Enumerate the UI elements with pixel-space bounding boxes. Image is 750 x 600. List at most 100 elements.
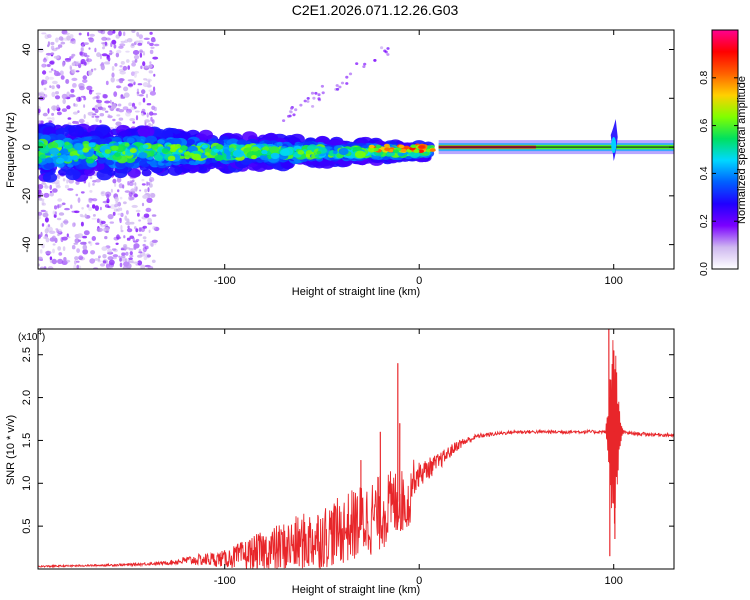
noise-speckle	[52, 80, 58, 85]
noise-speckle	[101, 246, 108, 251]
noise-speckle	[288, 110, 293, 113]
noise-speckle	[60, 41, 66, 45]
noise-speckle	[138, 249, 142, 252]
colorbar-bar	[711, 29, 739, 270]
noise-speckle	[95, 242, 100, 245]
noise-speckle	[45, 75, 49, 81]
band-blob	[316, 151, 322, 155]
band-blob	[174, 143, 182, 149]
noise-speckle	[119, 43, 126, 47]
band-blob	[375, 144, 382, 149]
noise-speckle	[45, 210, 48, 214]
noise-speckle	[142, 97, 146, 103]
band-blob	[368, 144, 375, 149]
noise-speckle	[137, 233, 143, 237]
noise-speckle	[97, 30, 104, 34]
noise-speckle	[115, 121, 122, 127]
noise-speckle	[131, 30, 136, 33]
noise-speckle	[38, 211, 43, 216]
noise-speckle	[348, 72, 353, 76]
noise-speckle	[82, 235, 87, 239]
noise-speckle	[58, 212, 65, 216]
noise-speckle	[127, 82, 134, 88]
noise-speckle	[130, 79, 135, 84]
noise-speckle	[116, 49, 122, 54]
noise-speckle	[144, 188, 148, 193]
noise-speckle	[132, 237, 135, 242]
noise-speckle	[136, 88, 139, 93]
noise-speckle	[47, 266, 54, 269]
noise-speckle	[38, 256, 43, 261]
band-blob	[338, 147, 349, 156]
band-blob	[201, 144, 208, 149]
noise-speckle	[120, 225, 123, 231]
snr-x-label: Height of straight line (km)	[292, 584, 420, 596]
noise-speckle	[69, 93, 75, 98]
noise-speckle	[56, 111, 62, 116]
band-blob	[141, 169, 152, 177]
noise-speckle	[41, 63, 47, 68]
noise-speckle	[71, 77, 78, 81]
band-blob	[297, 150, 305, 155]
noise-speckle	[130, 71, 135, 76]
noise-speckle	[71, 54, 74, 58]
noise-speckle	[111, 72, 115, 78]
noise-speckle	[75, 193, 79, 197]
noise-speckle	[39, 249, 43, 254]
noise-speckle	[75, 180, 80, 185]
noise-speckle	[111, 66, 115, 71]
noise-speckle	[63, 257, 67, 262]
noise-speckle	[135, 186, 138, 192]
noise-speckle	[131, 62, 137, 67]
noise-speckle	[49, 191, 54, 197]
noise-speckle	[111, 39, 117, 45]
noise-speckle	[143, 255, 147, 261]
noise-speckle	[57, 233, 60, 237]
noise-speckle	[137, 42, 143, 46]
noise-speckle	[75, 70, 80, 73]
noise-speckle	[386, 47, 390, 50]
noise-speckle	[114, 63, 118, 67]
noise-speckle	[39, 266, 45, 269]
noise-speckle	[61, 108, 67, 112]
band-blob	[114, 152, 121, 157]
noise-speckle	[151, 259, 156, 263]
noise-speckle	[386, 53, 390, 56]
band-blob	[129, 148, 137, 154]
noise-speckle	[74, 256, 79, 261]
noise-speckle	[116, 234, 120, 240]
noise-speckle	[92, 96, 96, 100]
noise-speckle	[71, 62, 76, 66]
noise-speckle	[76, 260, 80, 263]
noise-speckle	[73, 242, 78, 245]
noise-speckle	[128, 102, 133, 107]
noise-speckle	[95, 92, 102, 95]
noise-speckle	[57, 246, 61, 251]
band-blob	[354, 150, 366, 159]
spectrogram-panel: -100 0 100 -40 -20 0 20 40 Height of straight …	[5, 29, 675, 298]
noise-speckle	[44, 217, 49, 223]
noise-speckle	[44, 94, 48, 98]
noise-speckle	[83, 104, 86, 108]
noise-speckle	[113, 44, 117, 49]
noise-speckle	[120, 40, 126, 44]
noise-speckle	[100, 64, 105, 71]
noise-speckle	[107, 105, 112, 108]
noise-speckle	[87, 32, 90, 37]
noise-speckle	[124, 39, 128, 43]
noise-speckle	[120, 229, 124, 233]
noise-speckle	[51, 85, 55, 90]
noise-speckle	[57, 44, 63, 48]
noise-speckle	[123, 201, 127, 205]
noise-speckle	[56, 217, 62, 221]
band-blob	[269, 146, 280, 154]
noise-speckle	[38, 198, 45, 201]
noise-speckle	[147, 41, 150, 45]
band-blob	[44, 157, 54, 164]
colorbar-label: Normalized spectral amplitude	[736, 76, 748, 224]
noise-speckle	[116, 85, 121, 89]
noise-speckle	[87, 111, 94, 116]
band-blob	[157, 139, 165, 145]
noise-speckle	[134, 182, 137, 186]
band-blob	[137, 125, 155, 138]
